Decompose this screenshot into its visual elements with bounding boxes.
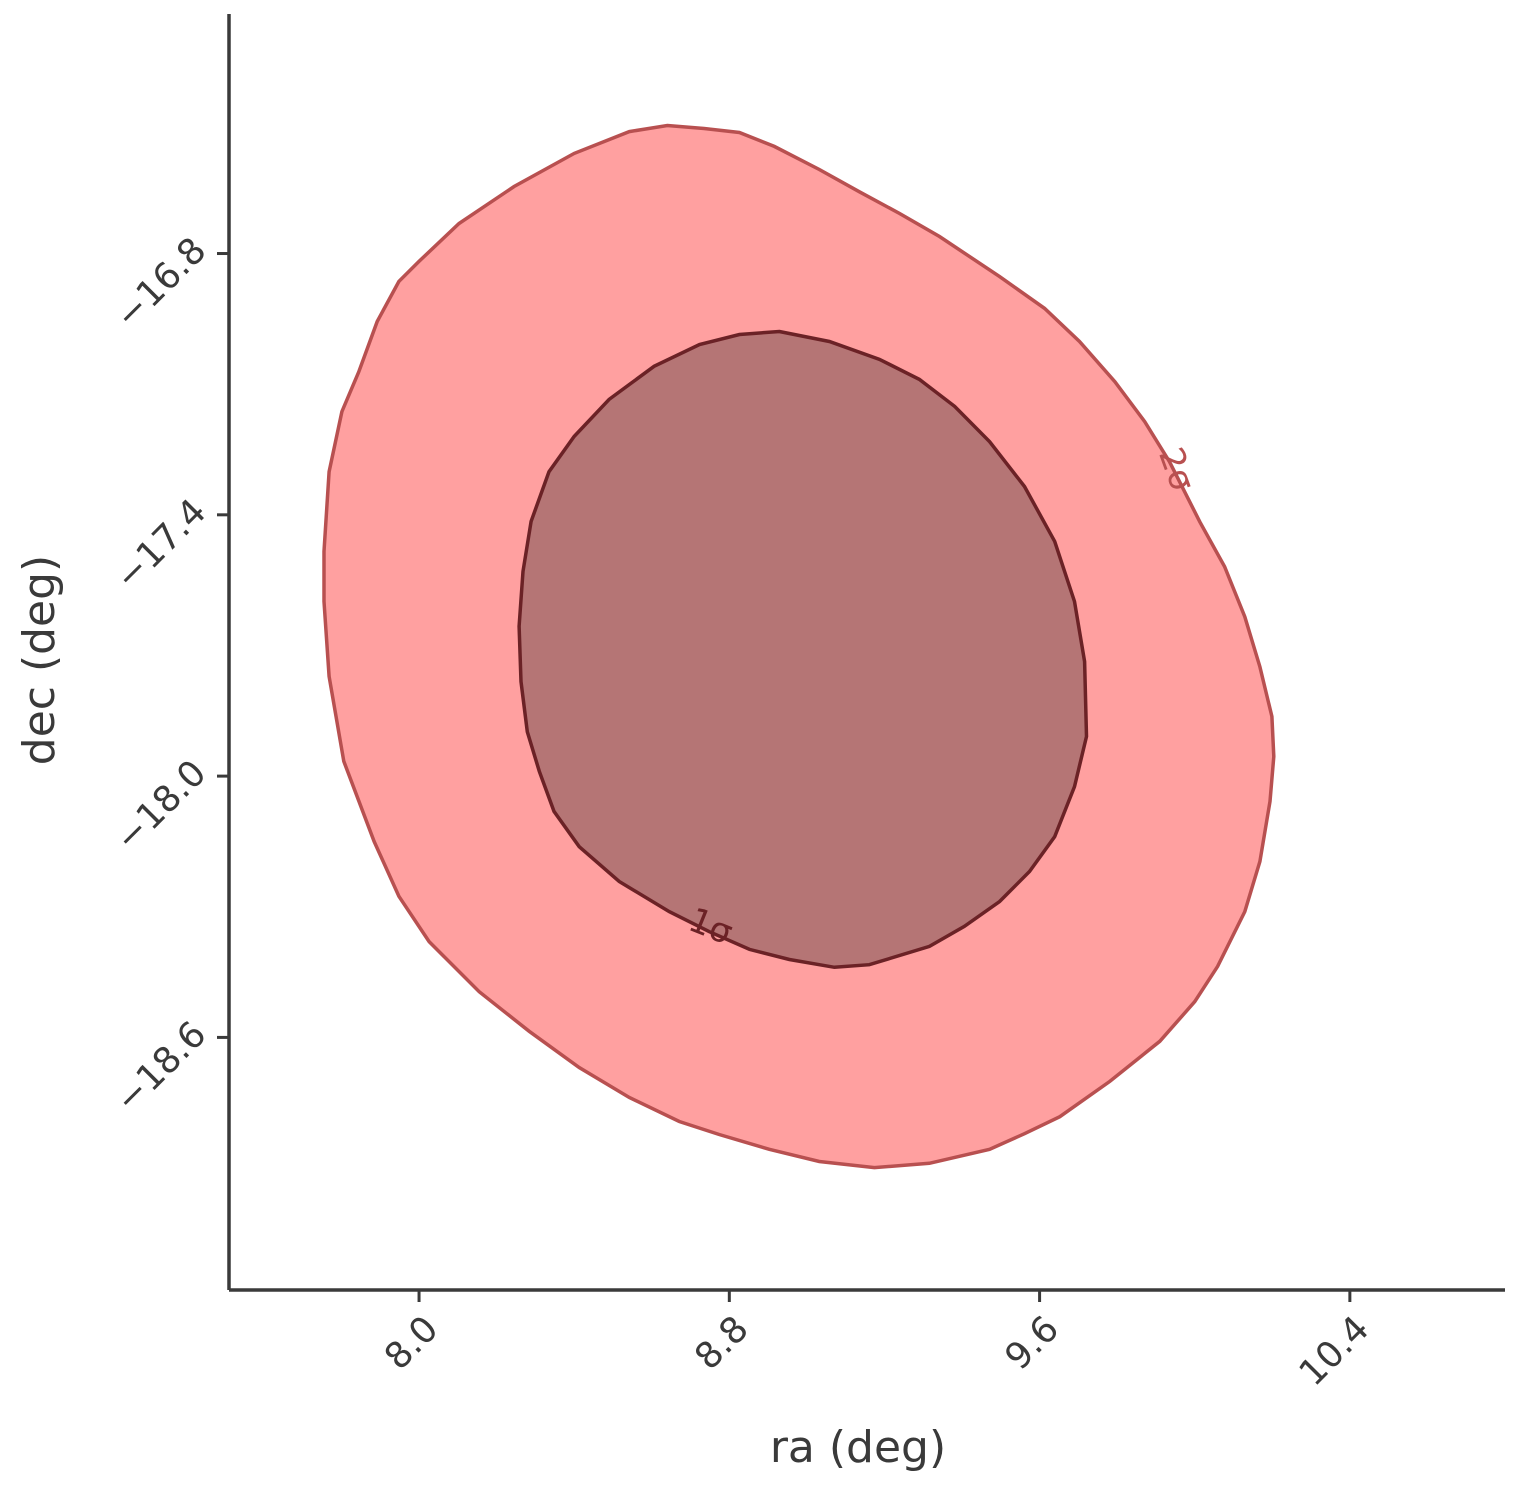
y-axis-label: dec (deg) bbox=[14, 555, 65, 765]
y-tick-label: −16.8 bbox=[107, 230, 214, 337]
x-axis-label: ra (deg) bbox=[770, 1422, 946, 1473]
x-tick-label: 9.6 bbox=[998, 1308, 1067, 1377]
x-tick-label: 8.0 bbox=[377, 1308, 446, 1377]
x-tick-label: 8.8 bbox=[687, 1308, 756, 1377]
x-tick-label: 10.4 bbox=[1292, 1308, 1378, 1394]
y-tick-label: −18.6 bbox=[107, 1014, 214, 1121]
y-tick-label: −18.0 bbox=[107, 753, 214, 860]
contour-region bbox=[517, 329, 1089, 970]
y-tick-label: −17.4 bbox=[107, 491, 214, 598]
